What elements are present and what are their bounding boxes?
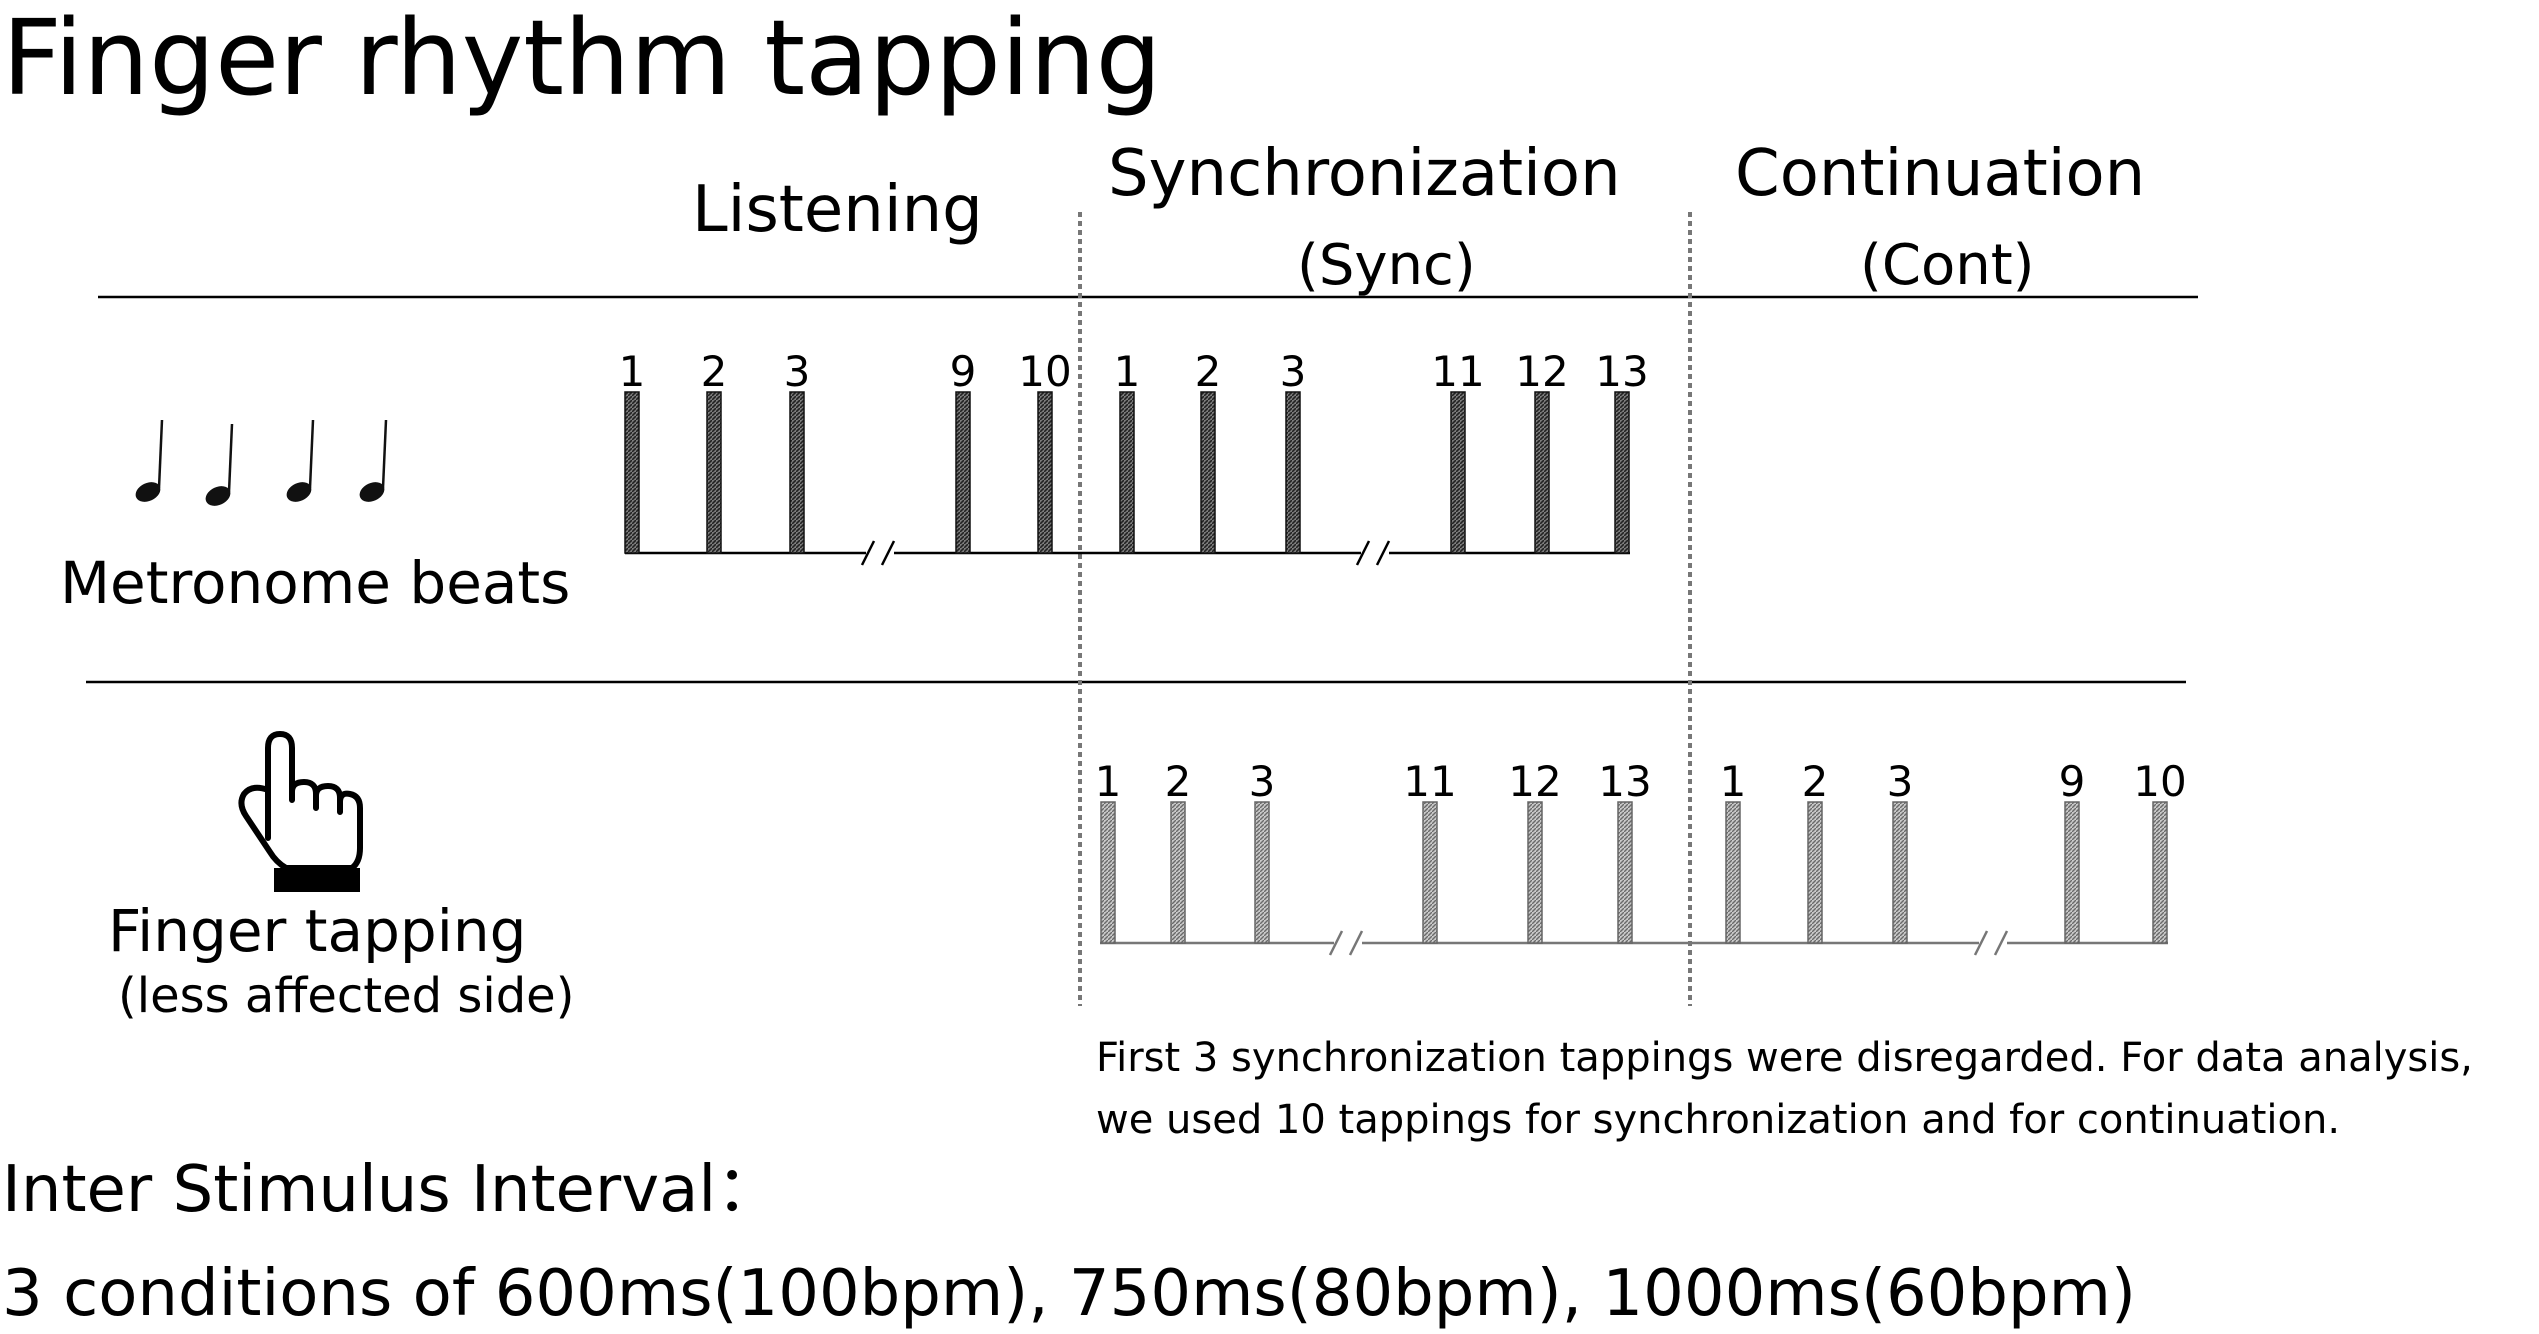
tapping-pulse-number: 11 xyxy=(1403,757,1456,806)
metronome-pulse-number: 10 xyxy=(1018,347,1071,396)
tapping-pulse xyxy=(1617,801,1633,944)
metronome-pulse xyxy=(955,391,971,554)
music-notes-icon xyxy=(135,419,388,506)
diagram-title: Finger rhythm tapping xyxy=(2,0,1162,119)
tapping-pulse-number: 9 xyxy=(2059,757,2086,806)
metronome-pulse-number: 13 xyxy=(1595,347,1648,396)
metronome-pulse xyxy=(1200,391,1216,554)
phase-sublabel-cont: (Cont) xyxy=(1860,233,2035,298)
tapping-break-mark xyxy=(1348,930,1364,956)
metronome-pulse-number: 2 xyxy=(1195,347,1222,396)
tapping-pulse xyxy=(1254,801,1270,944)
phase-label-synchronization: Synchronization xyxy=(1108,137,1621,211)
tapping-pulse-number: 3 xyxy=(1249,757,1276,806)
metronome-pulse xyxy=(1119,391,1135,554)
row-label-metronome: Metronome beats xyxy=(60,549,571,617)
footer-isi-heading: Inter Stimulus Interval： xyxy=(2,1153,781,1227)
metronome-pulse xyxy=(1534,391,1550,554)
tapping-pulse xyxy=(1527,801,1543,944)
metronome-pulse xyxy=(624,391,640,554)
metronome-pulse-number: 3 xyxy=(784,347,811,396)
tapping-track: 1 2 3 11 12 13 1 2 3 9 10 xyxy=(1095,757,2187,956)
metronome-pulse xyxy=(789,391,805,554)
tapping-pulse-number: 2 xyxy=(1802,757,1829,806)
metronome-pulse xyxy=(1037,391,1053,554)
tapping-pulse xyxy=(2152,801,2168,944)
tapping-pulse-number: 13 xyxy=(1598,757,1651,806)
pointing-hand-icon xyxy=(238,731,363,892)
tapping-pulse-number: 1 xyxy=(1095,757,1122,806)
tapping-pulse xyxy=(2064,801,2080,944)
metronome-pulse-number: 1 xyxy=(619,347,646,396)
row-label-tapping: Finger tapping xyxy=(108,897,527,965)
tapping-pulse-number: 2 xyxy=(1165,757,1192,806)
metronome-pulse-number: 3 xyxy=(1280,347,1307,396)
tapping-pulse xyxy=(1725,801,1741,944)
metronome-pulse-number: 9 xyxy=(950,347,977,396)
metronome-break-mark xyxy=(860,540,876,566)
metronome-pulse-number: 1 xyxy=(1114,347,1141,396)
metronome-break-mark xyxy=(880,540,896,566)
tapping-pulse xyxy=(1892,801,1908,944)
tapping-pulse xyxy=(1807,801,1823,944)
metronome-break-mark xyxy=(1375,540,1391,566)
analysis-note-line-2: we used 10 tappings for synchronization … xyxy=(1096,1097,2341,1143)
tapping-pulse xyxy=(1170,801,1186,944)
metronome-pulse-number: 2 xyxy=(701,347,728,396)
metronome-track: 1 2 3 9 10 1 2 3 11 12 13 xyxy=(619,347,1649,566)
metronome-pulse-number: 11 xyxy=(1431,347,1484,396)
tapping-pulse-number: 1 xyxy=(1720,757,1747,806)
tapping-break-mark xyxy=(1328,930,1344,956)
tapping-pulse-number: 12 xyxy=(1508,757,1561,806)
metronome-break-mark xyxy=(1355,540,1371,566)
tapping-pulse xyxy=(1422,801,1438,944)
metronome-pulse xyxy=(1614,391,1630,554)
tapping-pulse xyxy=(1100,801,1116,944)
tapping-break-mark xyxy=(1973,930,1989,956)
metronome-pulse xyxy=(1285,391,1301,554)
metronome-pulse xyxy=(1450,391,1466,554)
phase-label-continuation: Continuation xyxy=(1735,137,2146,211)
phase-sublabel-sync: (Sync) xyxy=(1297,233,1476,298)
phase-label-listening: Listening xyxy=(692,173,983,247)
tapping-break-mark xyxy=(1993,930,2009,956)
footer-isi-conditions: 3 conditions of 600ms(100bpm), 750ms(80b… xyxy=(2,1257,2136,1331)
tapping-pulse-number: 3 xyxy=(1887,757,1914,806)
analysis-note-line-1: First 3 synchronization tappings were di… xyxy=(1096,1035,2473,1081)
metronome-pulse xyxy=(706,391,722,554)
tapping-pulse-number: 10 xyxy=(2133,757,2186,806)
row-sublabel-tapping: (less affected side) xyxy=(118,968,575,1024)
metronome-pulse-number: 12 xyxy=(1515,347,1568,396)
